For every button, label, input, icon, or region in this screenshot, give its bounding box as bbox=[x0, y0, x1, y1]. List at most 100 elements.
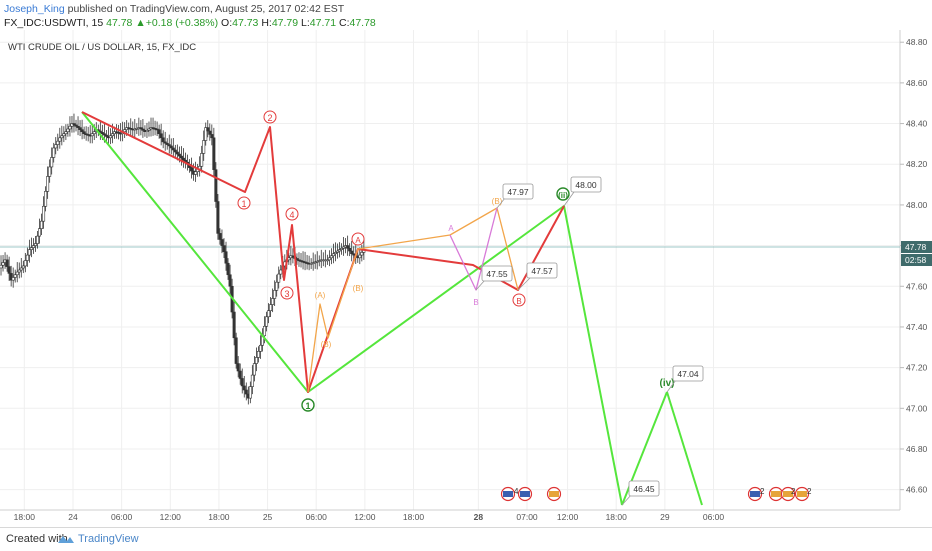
candle-body bbox=[226, 262, 230, 276]
candle-body bbox=[78, 127, 82, 130]
event-flag-us-7[interactable]: 2 bbox=[794, 486, 813, 502]
candle-body bbox=[139, 127, 143, 130]
candle-body bbox=[108, 135, 112, 139]
svg-text:3: 3 bbox=[284, 289, 289, 299]
candle-body bbox=[277, 273, 281, 283]
y-tick-label: 46.80 bbox=[906, 444, 928, 454]
wave-label-a-red: A bbox=[351, 232, 365, 246]
candle-body bbox=[19, 267, 23, 271]
y-tick-label: 48.40 bbox=[906, 119, 928, 129]
candle-body bbox=[25, 254, 29, 261]
candle-body bbox=[350, 250, 354, 255]
candle-body bbox=[240, 378, 244, 387]
svg-text:47.78: 47.78 bbox=[905, 242, 927, 252]
svg-text:1: 1 bbox=[241, 199, 246, 209]
candle-body bbox=[224, 251, 228, 264]
candle-body bbox=[167, 144, 171, 147]
tradingview-brand[interactable]: TradingView bbox=[78, 533, 139, 545]
close-value: 47.78 bbox=[349, 17, 376, 29]
wave-label-a-orange: (A) bbox=[315, 291, 326, 300]
x-tick-label: 18:00 bbox=[208, 512, 230, 522]
candle-body bbox=[216, 201, 220, 234]
svg-text:2: 2 bbox=[791, 487, 796, 496]
callout-47-55: 47.55 bbox=[475, 265, 513, 291]
candle-body bbox=[252, 363, 256, 376]
svg-text:47.04: 47.04 bbox=[677, 369, 699, 379]
svg-text:4: 4 bbox=[514, 487, 519, 496]
candle-body bbox=[1, 262, 5, 266]
wave-label-b-magenta: B bbox=[473, 298, 478, 307]
candle-body bbox=[100, 132, 104, 135]
candle-body bbox=[80, 129, 84, 132]
candle-body bbox=[46, 176, 50, 192]
wave-label-1-primary: 1 bbox=[301, 398, 315, 412]
event-flag-us-2[interactable] bbox=[517, 486, 533, 502]
grid bbox=[0, 30, 900, 510]
callout-47-97: 47.97 bbox=[496, 183, 534, 209]
candle-body bbox=[212, 137, 216, 170]
wave-label-4-minor: 4 bbox=[285, 207, 299, 221]
candle-body bbox=[90, 133, 94, 137]
candle-body bbox=[236, 363, 240, 372]
candle-body bbox=[222, 245, 226, 252]
candle-body bbox=[0, 264, 3, 269]
x-tick-label: 06:00 bbox=[111, 512, 133, 522]
candle-body bbox=[340, 248, 344, 250]
candle-body bbox=[352, 253, 356, 256]
candle-body bbox=[208, 130, 212, 135]
y-tick-label: 48.60 bbox=[906, 78, 928, 88]
candle-body bbox=[248, 386, 252, 399]
y-tick-label: 47.20 bbox=[906, 363, 928, 373]
candle-body bbox=[42, 205, 46, 222]
candle-body bbox=[15, 271, 19, 276]
last-price-tag: 47.78 02:58 bbox=[901, 241, 932, 266]
candle-body bbox=[33, 243, 37, 246]
svg-text:B: B bbox=[516, 297, 521, 306]
callout-48-00: 48.00 bbox=[563, 176, 602, 207]
tradingview-logo-icon[interactable] bbox=[57, 532, 75, 550]
low-value: 47.71 bbox=[309, 17, 337, 29]
y-tick-label: 47.00 bbox=[906, 403, 928, 413]
last-price: 47.78 bbox=[106, 17, 133, 29]
candle-body bbox=[171, 147, 175, 151]
event-flag-us-5[interactable] bbox=[768, 486, 784, 502]
candle-body bbox=[74, 124, 78, 127]
wave-label-b-red: B bbox=[512, 293, 526, 307]
green-primary-wave bbox=[81, 111, 623, 506]
candle-body bbox=[244, 389, 248, 395]
candle-body bbox=[29, 247, 33, 250]
x-tick-label: 25 bbox=[263, 512, 273, 522]
candle-body bbox=[40, 220, 44, 229]
wave-label-b-orange-low: (B) bbox=[353, 284, 364, 293]
wave-markers: 1 2 3 4 1 A B (A) (B) A (B) B (B) bbox=[237, 110, 675, 412]
created-with-label: Created with bbox=[6, 533, 68, 545]
svg-text:1: 1 bbox=[305, 401, 310, 411]
candle-body bbox=[169, 145, 173, 149]
svg-text:47.57: 47.57 bbox=[531, 266, 553, 276]
x-tick-label: 06:00 bbox=[703, 512, 725, 522]
low-label: L: bbox=[301, 17, 310, 29]
svg-text:2: 2 bbox=[760, 487, 765, 496]
candle-body bbox=[346, 245, 350, 249]
x-tick-label: 29 bbox=[660, 512, 670, 522]
x-tick-label: 28 bbox=[474, 512, 484, 522]
event-markers[interactable]: 4 2 2 2 bbox=[500, 486, 813, 502]
event-flag-us-6[interactable]: 2 bbox=[780, 486, 797, 502]
event-flag-us-3[interactable] bbox=[546, 486, 562, 502]
candle-body bbox=[258, 344, 262, 352]
candle-body bbox=[54, 144, 58, 149]
candle-body bbox=[52, 147, 56, 158]
event-flag-us-4[interactable]: 2 bbox=[747, 486, 766, 502]
candle-body bbox=[38, 228, 42, 237]
candle-body bbox=[163, 141, 167, 144]
candle-body bbox=[13, 274, 17, 278]
chart-title: WTI CRUDE OIL / US DOLLAR, 15, FX_IDC bbox=[8, 42, 196, 53]
author-link[interactable]: Joseph_King bbox=[4, 3, 65, 15]
callout-47-04: 47.04 bbox=[666, 365, 704, 393]
candle-body bbox=[242, 385, 246, 391]
y-tick-label: 48.20 bbox=[906, 159, 928, 169]
candle-body bbox=[173, 149, 177, 153]
event-flag-us-1[interactable]: 4 bbox=[500, 486, 520, 502]
svg-text:46.45: 46.45 bbox=[633, 484, 655, 494]
